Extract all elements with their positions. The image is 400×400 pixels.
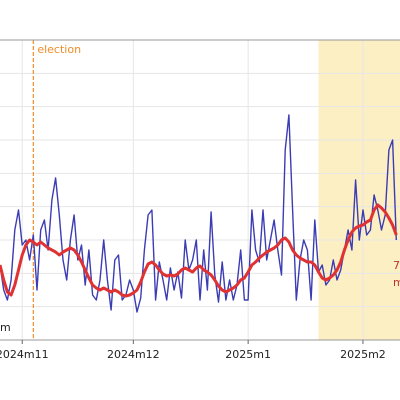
series-line <box>0 203 398 298</box>
plot-area <box>0 40 400 340</box>
x-tick-label: 2024m12 <box>107 348 160 361</box>
x-tick-label: 2025m2 <box>340 348 386 361</box>
x-tick-label: 2024m11 <box>0 348 49 361</box>
event-label: election <box>37 43 81 56</box>
shaded-region <box>318 40 400 340</box>
x-tick-label: 2025m1 <box>225 348 271 361</box>
annotation: m <box>393 276 400 289</box>
annotation: m <box>0 321 11 334</box>
annotation: 7 <box>393 259 400 272</box>
